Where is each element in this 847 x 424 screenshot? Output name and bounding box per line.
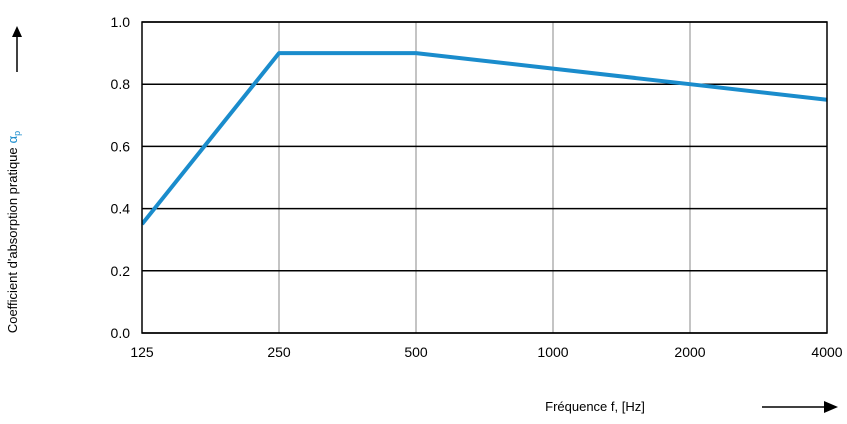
x-tick-label: 2000: [674, 344, 705, 360]
series-layer: [142, 53, 827, 224]
y-axis-symbol-subscript: p: [12, 131, 22, 136]
y-axis-arrow-icon: [12, 26, 22, 72]
x-tick-label: 250: [267, 344, 291, 360]
x-axis-label: Fréquence f, [Hz]: [545, 399, 645, 414]
y-tick-label: 0.2: [111, 263, 131, 279]
y-tick-label: 0.8: [111, 76, 131, 92]
x-tick-label: 4000: [811, 344, 842, 360]
grid: [142, 22, 827, 333]
x-tick-label: 125: [130, 344, 154, 360]
y-tick-label: 0.4: [111, 201, 131, 217]
axes: 0.0 0.2 0.4 0.6 0.8 1.0 125 250 500 1000 2000 4000: [111, 14, 843, 360]
y-tick-label: 0.6: [111, 138, 131, 154]
series-line: [142, 53, 827, 224]
y-tick-label: 1.0: [111, 14, 131, 30]
plot-frame: [142, 22, 827, 333]
y-axis-label: Coefficient d'absorption pratiqueαp: [5, 131, 22, 333]
x-tick-label: 500: [404, 344, 428, 360]
y-tick-label: 0.0: [111, 325, 131, 341]
y-axis-label-text: Coefficient d'absorption pratique: [5, 147, 20, 333]
x-tick-label: 1000: [537, 344, 568, 360]
x-axis-arrow-icon: [762, 401, 838, 413]
